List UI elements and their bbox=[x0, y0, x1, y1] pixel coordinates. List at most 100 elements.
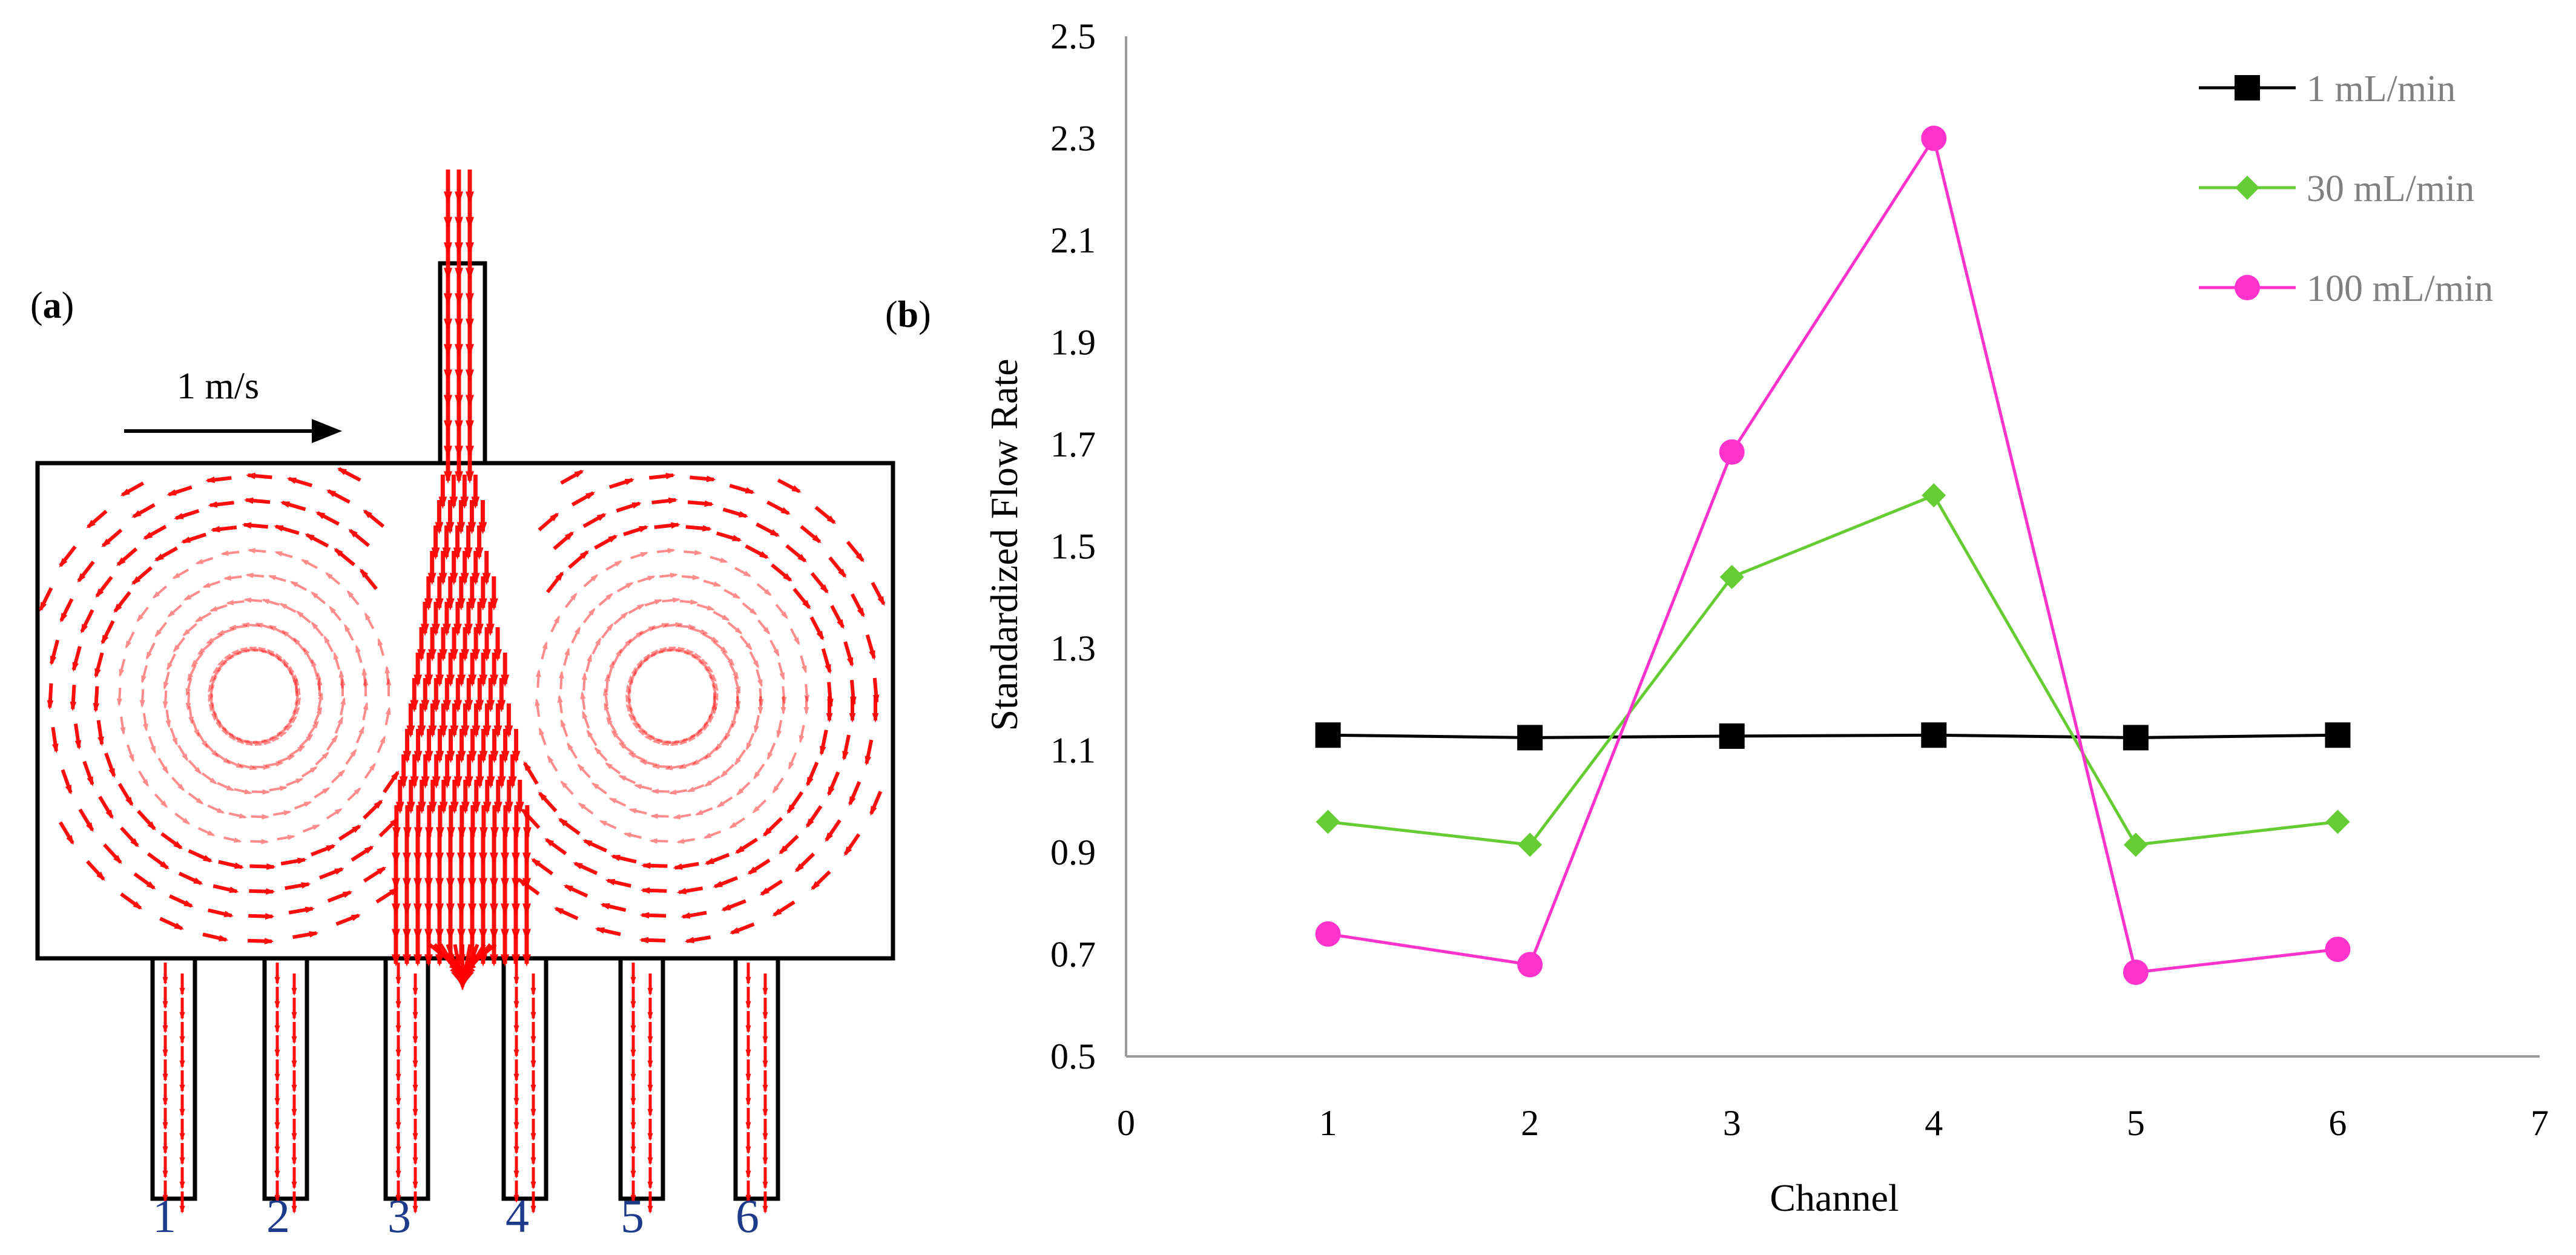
y-tick-label: 1.7 bbox=[1050, 424, 1096, 464]
velocity-vector bbox=[727, 621, 743, 634]
velocity-vector bbox=[630, 1181, 636, 1204]
velocity-vector bbox=[651, 497, 678, 505]
velocity-vector bbox=[173, 509, 200, 520]
velocity-vector bbox=[362, 702, 369, 720]
velocity-vector bbox=[814, 506, 837, 524]
velocity-vector bbox=[708, 705, 715, 724]
velocity-vector bbox=[684, 935, 711, 944]
velocity-vector bbox=[581, 671, 587, 691]
velocity-vector bbox=[497, 754, 506, 789]
velocity-vector bbox=[289, 581, 308, 591]
velocity-vector bbox=[604, 673, 610, 693]
velocity-vector bbox=[273, 524, 300, 535]
velocity-vector bbox=[757, 696, 763, 715]
velocity-vector bbox=[667, 647, 686, 653]
legend-item: 30 mL/min bbox=[2199, 168, 2474, 209]
velocity-vector bbox=[242, 522, 269, 529]
velocity-vector bbox=[513, 1011, 519, 1034]
velocity-vector bbox=[612, 648, 622, 666]
axes bbox=[1125, 36, 2540, 1058]
velocity-vector bbox=[167, 604, 183, 618]
velocity-vector bbox=[182, 623, 197, 636]
velocity-vector bbox=[591, 782, 607, 795]
velocity-vector bbox=[70, 685, 77, 711]
velocity-vector bbox=[170, 728, 178, 746]
velocity-vector bbox=[647, 1046, 653, 1069]
velocity-vector bbox=[431, 525, 440, 560]
y-tick-label: 1.9 bbox=[1050, 323, 1096, 363]
velocity-vector bbox=[223, 651, 242, 659]
velocity-vector bbox=[716, 531, 742, 542]
velocity-vector bbox=[248, 646, 267, 654]
velocity-vector bbox=[530, 1119, 536, 1142]
y-tick-label: 2.1 bbox=[1050, 220, 1096, 260]
velocity-vector bbox=[676, 886, 703, 895]
velocity-vector bbox=[294, 677, 300, 696]
velocity-vector bbox=[333, 651, 341, 670]
velocity-vector bbox=[162, 1108, 168, 1131]
velocity-vector bbox=[162, 1132, 168, 1155]
velocity-vector bbox=[456, 500, 466, 535]
velocity-vector bbox=[446, 500, 455, 535]
velocity-vector bbox=[323, 635, 334, 653]
velocity-vector bbox=[608, 797, 627, 807]
velocity-vector bbox=[800, 655, 807, 674]
velocity-vector bbox=[819, 730, 828, 756]
velocity-vector bbox=[513, 963, 519, 986]
velocity-vector bbox=[762, 1070, 768, 1093]
velocity-vector bbox=[450, 627, 459, 662]
velocity-vector bbox=[757, 619, 771, 635]
velocity-vector bbox=[377, 637, 385, 656]
velocity-vector bbox=[553, 906, 579, 921]
velocity-vector bbox=[468, 729, 477, 763]
y-tick-label: 0.7 bbox=[1050, 935, 1096, 975]
velocity-vector bbox=[749, 651, 760, 669]
velocity-vector bbox=[722, 507, 749, 518]
velocity-vector bbox=[781, 686, 787, 705]
velocity-vector bbox=[179, 1191, 185, 1214]
data-point bbox=[2123, 725, 2149, 751]
velocity-vector bbox=[311, 844, 336, 857]
velocity-vector bbox=[465, 449, 475, 484]
velocity-vector bbox=[269, 731, 288, 740]
velocity-vector bbox=[872, 677, 880, 705]
velocity-vector bbox=[656, 548, 676, 554]
legend-item: 100 mL/min bbox=[2199, 268, 2493, 309]
velocity-vector bbox=[166, 485, 193, 496]
velocity-vector bbox=[274, 551, 293, 559]
velocity-vector bbox=[395, 987, 401, 1010]
velocity-vector bbox=[679, 733, 696, 745]
velocity-vector bbox=[86, 510, 108, 529]
data-point bbox=[2123, 959, 2149, 985]
velocity-vector bbox=[125, 631, 135, 649]
velocity-vector bbox=[762, 1022, 768, 1045]
velocity-vector bbox=[148, 736, 156, 754]
y-tick-label: 0.9 bbox=[1050, 832, 1096, 872]
velocity-vector bbox=[417, 627, 426, 662]
velocity-vector bbox=[628, 630, 644, 644]
velocity-vector bbox=[245, 572, 265, 578]
velocity-vector bbox=[279, 602, 297, 613]
velocity-vector bbox=[252, 764, 271, 770]
x-tick-label: 2 bbox=[1521, 1103, 1539, 1143]
velocity-vector bbox=[724, 723, 734, 741]
velocity-vector bbox=[286, 476, 313, 487]
velocity-vector bbox=[162, 1084, 168, 1107]
velocity-vector bbox=[704, 852, 730, 866]
channel-4-outline bbox=[501, 958, 548, 1201]
velocity-vector bbox=[681, 575, 700, 581]
velocity-vector bbox=[619, 638, 632, 654]
velocity-vector bbox=[613, 611, 629, 625]
velocity-vector bbox=[504, 780, 513, 814]
velocity-vector bbox=[605, 762, 621, 775]
velocity-vector bbox=[647, 973, 653, 996]
velocity-vector bbox=[599, 820, 617, 829]
velocity-vector bbox=[630, 1108, 636, 1131]
velocity-vector bbox=[293, 637, 306, 653]
velocity-vector bbox=[289, 665, 297, 684]
velocity-vector bbox=[535, 698, 541, 717]
velocity-vector bbox=[360, 568, 378, 590]
velocity-vector bbox=[131, 503, 156, 518]
x-tick-labels: 0 1 2 3 4 5 6 7 bbox=[1117, 1103, 2549, 1143]
velocity-vector bbox=[209, 667, 222, 683]
